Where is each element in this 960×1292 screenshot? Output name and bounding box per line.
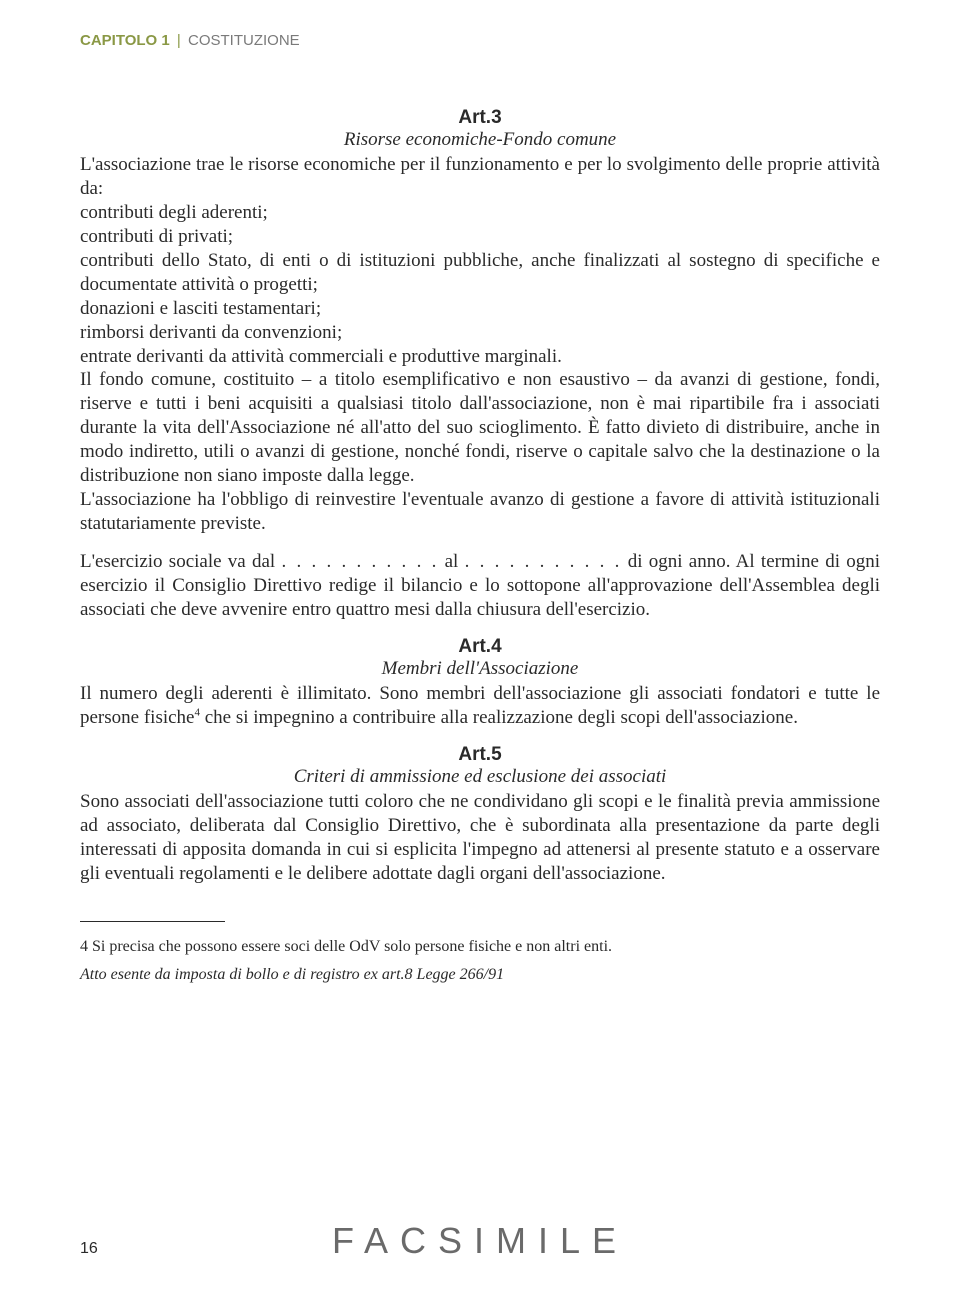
art4-title: Membri dell'Associazione <box>80 658 880 680</box>
art3-title: Risorse economiche-Fondo comune <box>80 129 880 151</box>
header-divider: | <box>177 32 181 49</box>
art3-item6: entrate derivanti da attività commercial… <box>80 345 880 369</box>
art5-body: Sono associati dell'associazione tutti c… <box>80 790 880 886</box>
art3-item1: contributi degli aderenti; <box>80 201 880 225</box>
art3-para3: L'associazione ha l'obbligo di reinvesti… <box>80 488 880 536</box>
art3-item5: rimborsi derivanti da convenzioni; <box>80 321 880 345</box>
footnote-rule <box>80 921 225 922</box>
art3-item3: contributi dello Stato, di enti o di ist… <box>80 249 880 297</box>
art3-item2: contributi di privati; <box>80 225 880 249</box>
art3-body: L'associazione trae le risorse economich… <box>80 153 880 622</box>
art3-p4a: L'esercizio sociale va dal <box>80 551 281 572</box>
art3-p4b: al <box>438 551 464 572</box>
chapter-label: CAPITOLO 1 <box>80 32 170 49</box>
art3-number: Art.3 <box>80 107 880 129</box>
art3-item4: donazioni e lasciti testamentari; <box>80 297 880 321</box>
footnote-4: 4 Si precisa che possono essere soci del… <box>80 938 880 956</box>
section-label: COSTITUZIONE <box>188 32 300 49</box>
art4-body: Il numero degli aderenti è illimitato. S… <box>80 682 880 730</box>
art4-para1: Il numero degli aderenti è illimitato. S… <box>80 682 880 730</box>
art5-number: Art.5 <box>80 744 880 766</box>
page-number: 16 <box>80 1240 98 1258</box>
art5-para1: Sono associati dell'associazione tutti c… <box>80 790 880 886</box>
art3-para4: L'esercizio sociale va dal . . . . . . .… <box>80 550 880 622</box>
exempt-note: Atto esente da imposta di bollo e di reg… <box>80 966 880 984</box>
art3-intro: L'associazione trae le risorse economich… <box>80 153 880 201</box>
dots-field-1: . . . . . . . . . . . <box>281 551 438 572</box>
page-footer: 16 FACSIMILE <box>80 1222 880 1262</box>
page-header: CAPITOLO 1 | COSTITUZIONE <box>80 32 880 49</box>
art4-number: Art.4 <box>80 636 880 658</box>
dots-field-2: . . . . . . . . . . . <box>465 551 622 572</box>
art4-p1b: che si impegnino a contribuire alla real… <box>200 707 798 728</box>
art5-title: Criteri di ammissione ed esclusione dei … <box>80 766 880 788</box>
art3-para2: Il fondo comune, costituito – a titolo e… <box>80 368 880 488</box>
facsimile-watermark: FACSIMILE <box>332 1220 628 1262</box>
